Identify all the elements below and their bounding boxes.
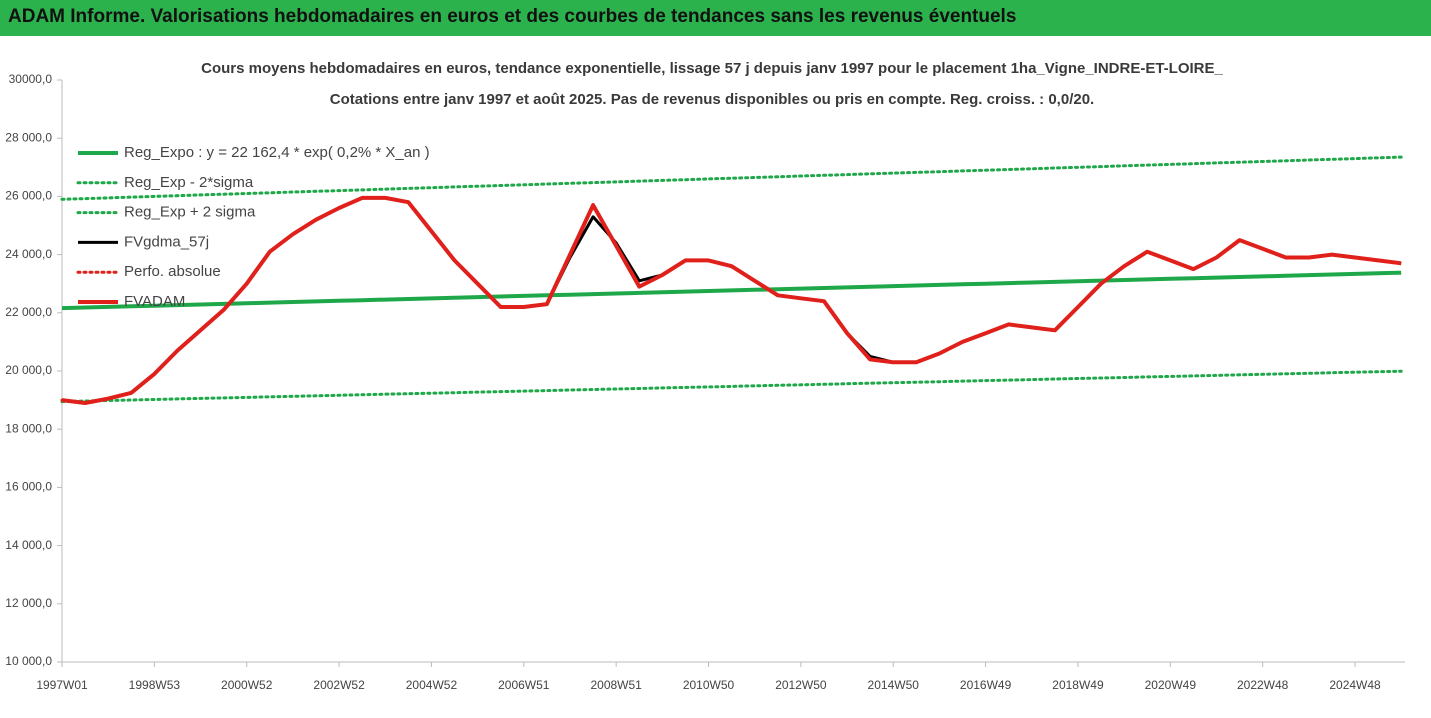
x-tick-label: 1998W53 bbox=[129, 678, 181, 692]
series-line bbox=[61, 195, 1402, 405]
chart-subtitle: Cotations entre janv 1997 et août 2025. … bbox=[330, 91, 1094, 108]
x-tick-label: 2022W48 bbox=[1237, 678, 1289, 692]
y-tick-label: 14 000,0 bbox=[5, 538, 52, 552]
y-tick-label: 22 000,0 bbox=[5, 305, 52, 319]
chart: Cours moyens hebdomadaires en euros, ten… bbox=[5, 60, 1405, 692]
chart-title: Cours moyens hebdomadaires en euros, ten… bbox=[201, 60, 1223, 77]
legend-label: Reg_Expo : y = 22 162,4 * exp( 0,2% * X_… bbox=[124, 144, 430, 161]
y-tick-label: 16 000,0 bbox=[5, 480, 52, 494]
x-tick-label: 2010W50 bbox=[683, 678, 735, 692]
legend-label: Reg_Exp - 2*sigma bbox=[124, 174, 254, 191]
y-tick-label: 10 000,0 bbox=[5, 654, 52, 668]
series-line bbox=[60, 196, 1403, 405]
x-tick-label: 2000W52 bbox=[221, 678, 273, 692]
series-line bbox=[60, 369, 1403, 404]
y-tick-label: 26 000,0 bbox=[5, 189, 52, 203]
y-tick-label: 24 000,0 bbox=[5, 247, 52, 261]
legend-label: Perfo. absolue bbox=[124, 263, 221, 280]
y-tick-label: 12 000,0 bbox=[5, 596, 52, 610]
header-title: ADAM Informe. Valorisations hebdomadaire… bbox=[8, 6, 1017, 27]
series-line bbox=[61, 196, 1402, 405]
header-bar: ADAM Informe. Valorisations hebdomadaire… bbox=[0, 0, 1431, 36]
x-tick-label: 2012W50 bbox=[775, 678, 827, 692]
legend-label: FVgdma_57j bbox=[124, 233, 209, 250]
y-tick-label: 20 000,0 bbox=[5, 363, 52, 377]
x-tick-label: 2002W52 bbox=[313, 678, 365, 692]
legend-label: Reg_Exp + 2 sigma bbox=[124, 204, 256, 221]
x-tick-label: 2020W49 bbox=[1145, 678, 1197, 692]
x-tick-label: 1997W01 bbox=[36, 678, 88, 692]
y-tick-label: 30000,0 bbox=[9, 72, 53, 86]
x-tick-label: 2018W49 bbox=[1052, 678, 1104, 692]
series-line bbox=[60, 155, 1403, 201]
y-tick-label: 28 000,0 bbox=[5, 130, 52, 144]
x-tick-label: 2024W48 bbox=[1329, 678, 1381, 692]
y-tick-label: 18 000,0 bbox=[5, 421, 52, 435]
x-tick-label: 2008W51 bbox=[590, 678, 642, 692]
x-tick-label: 2004W52 bbox=[406, 678, 458, 692]
x-tick-label: 2006W51 bbox=[498, 678, 550, 692]
x-tick-label: 2016W49 bbox=[960, 678, 1012, 692]
legend-label: FVADAM bbox=[124, 293, 185, 310]
x-tick-label: 2014W50 bbox=[868, 678, 920, 692]
series-line bbox=[61, 270, 1402, 311]
